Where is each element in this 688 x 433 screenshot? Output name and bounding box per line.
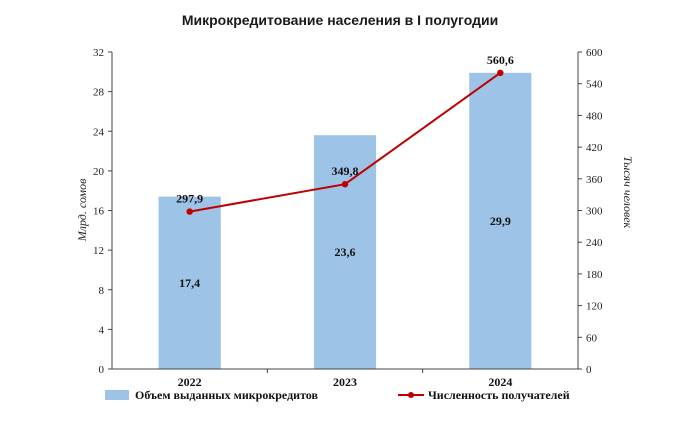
y2-tick-label: 480 [586,110,603,122]
line-value-label-2022: 297,9 [176,192,203,206]
y-tick-label: 16 [93,206,105,218]
line-series [186,69,504,215]
x-tick-label-2023: 2023 [333,375,357,389]
bar-value-label-2022: 17,4 [179,276,200,290]
line-value-label-2024: 560,6 [487,53,514,67]
y-tick-label: 20 [93,166,105,178]
bar-2023 [313,135,377,369]
y2-tick-label: 300 [586,206,603,218]
axes: 0481216202428320601201802403003604204805… [93,47,603,389]
line-value-label-2023: 349,8 [332,164,359,178]
legend-line-marker [408,392,414,398]
y2-tick-label: 60 [586,332,598,344]
y2-tick-label: 360 [586,174,603,186]
y2-tick-label: 420 [586,142,603,154]
y2-tick-label: 0 [586,364,592,376]
legend-bar-label: Объем выданных микрокредитов [135,388,319,402]
legend-bar-swatch [105,390,129,400]
y2-tick-label: 180 [586,269,603,281]
data-labels: 17,4 23,6 29,9 297,9 349,8 560,6 [176,53,514,290]
y-tick-label: 12 [93,245,104,257]
y2-tick-label: 240 [586,237,603,249]
y2-tick-label: 600 [586,47,603,59]
bar-2022 [158,196,221,369]
y-tick-label: 24 [93,126,105,138]
y-tick-label: 32 [93,47,104,59]
chart-title: Микрокредитование населения в I полугоди… [182,12,498,28]
y-tick-label: 4 [99,324,105,336]
y2-tick-label: 120 [586,301,603,313]
bar-series [158,72,532,369]
legend: Объем выданных микрокредитов Численность… [105,388,570,402]
bar-2024 [469,72,532,369]
line-point-2024 [497,69,504,77]
line-point-2022 [186,208,193,215]
legend-line-label: Численность получателей [428,388,570,402]
line-point-2023 [341,180,349,188]
y-tick-label: 8 [99,285,105,297]
bar-value-label-2024: 29,9 [490,214,511,228]
y-tick-label: 28 [93,87,105,99]
bar-value-label-2023: 23,6 [335,245,356,259]
y-tick-label: 0 [99,364,105,376]
y2-tick-label: 540 [586,79,603,91]
x-tick-label-2022: 2022 [178,375,202,389]
x-tick-label-2024: 2024 [488,375,512,389]
y2-axis-label: Тысяч человек [621,156,635,229]
y-axis-label: Млрд. сомов [75,179,89,243]
